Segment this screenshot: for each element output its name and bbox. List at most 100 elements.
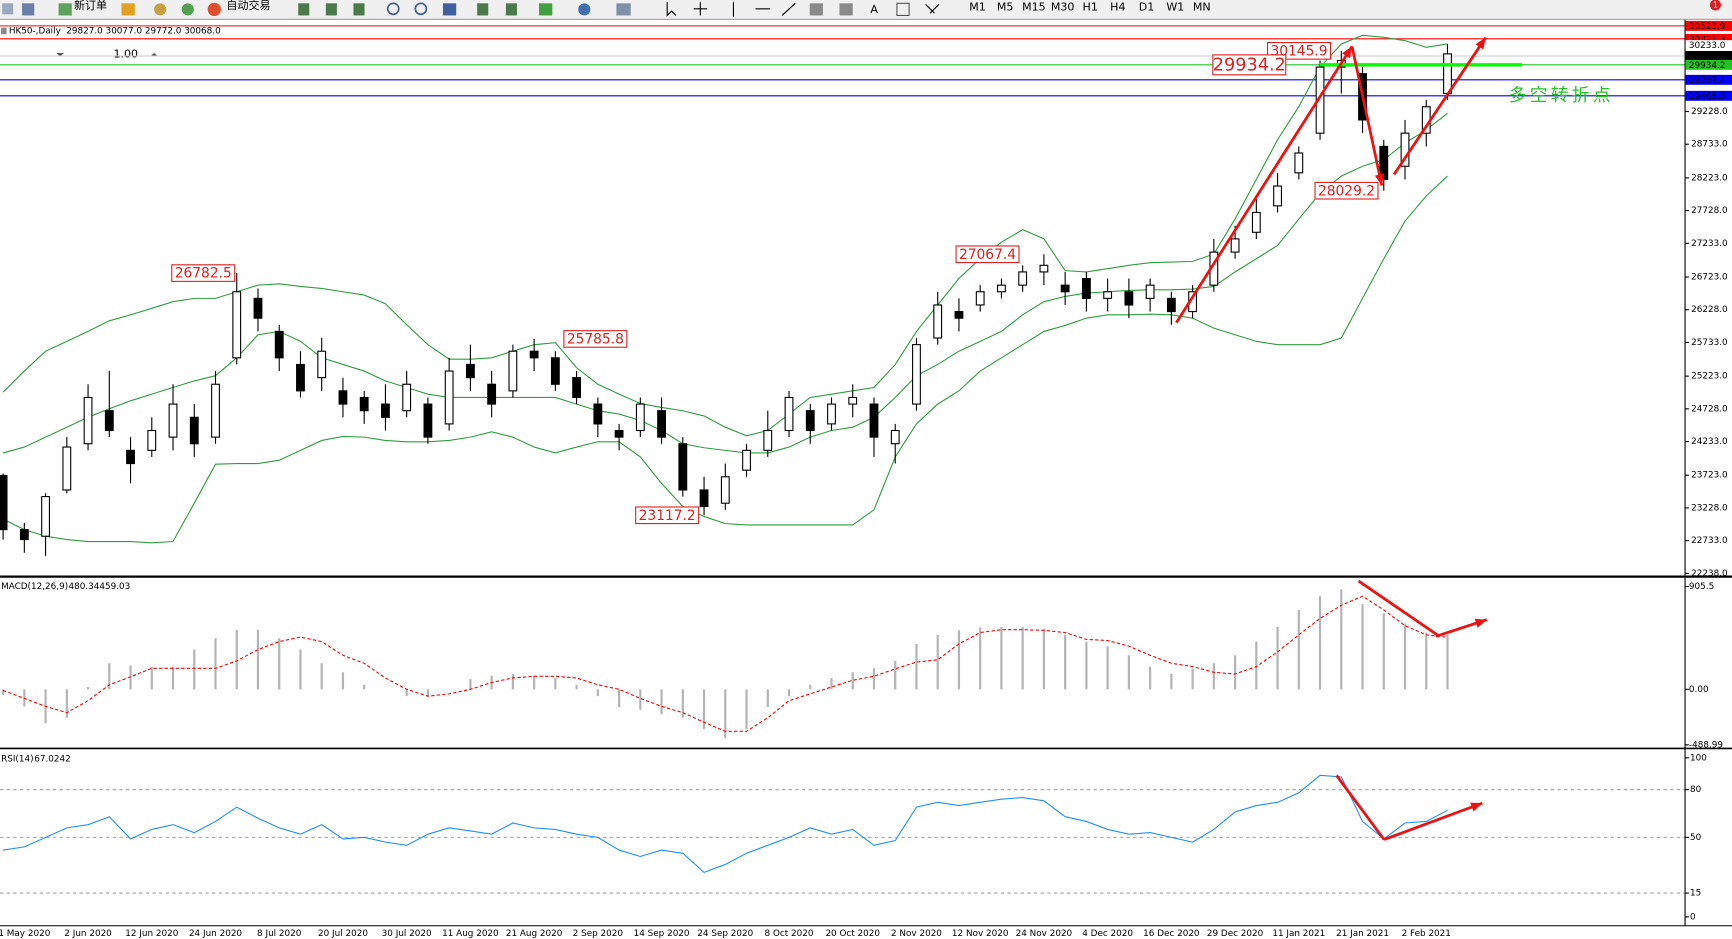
candle-body — [487, 383, 497, 405]
icon[interactable] — [477, 3, 489, 16]
timeframe-button[interactable]: W1 — [1166, 1, 1184, 14]
candle-body — [593, 403, 603, 425]
y-tick-label: 15 — [1690, 889, 1701, 899]
price-annotation-box — [1314, 181, 1379, 200]
icon[interactable] — [442, 3, 457, 16]
x-tick-label: 20 Jul 2020 — [318, 929, 368, 939]
timeframe-button[interactable]: D1 — [1139, 1, 1155, 14]
x-tick-label: 24 Jun 2020 — [189, 929, 242, 939]
candle-body — [720, 476, 730, 504]
toolbar — [0, 0, 1732, 19]
x-tick-label: 30 Jul 2020 — [382, 929, 432, 939]
icon[interactable] — [578, 3, 591, 16]
icon[interactable] — [839, 3, 853, 16]
icon[interactable] — [809, 3, 823, 16]
candle-body — [253, 297, 263, 319]
icon[interactable] — [925, 4, 940, 14]
sell-label[interactable]: SELL — [11, 48, 38, 61]
price-level-badge — [1685, 40, 1732, 51]
icon[interactable] — [298, 3, 310, 16]
x-tick-label: 21 Jan 2021 — [1336, 929, 1389, 939]
candle-body — [784, 396, 794, 432]
candle-body — [1230, 238, 1240, 253]
candle-body — [274, 330, 284, 359]
candle-body — [848, 396, 858, 405]
x-tick-label: 1 May 2020 — [0, 929, 51, 939]
icon[interactable] — [22, 3, 35, 16]
candle-body — [1443, 53, 1452, 95]
icon[interactable] — [781, 2, 796, 16]
candle-body — [742, 449, 751, 471]
icon[interactable] — [325, 3, 337, 16]
new-order-label[interactable]: 新订单 — [74, 0, 107, 12]
candle-body — [508, 350, 518, 392]
timeframe-button[interactable]: H1 — [1083, 1, 1098, 14]
icon[interactable] — [181, 3, 194, 16]
y-tick-label: 23723.0 — [1691, 471, 1728, 481]
timeframe-button[interactable]: M5 — [997, 1, 1014, 14]
y-tick-label: 100 — [1690, 753, 1707, 763]
candle-body — [1251, 211, 1261, 233]
icon[interactable] — [353, 3, 365, 16]
candle-body — [1294, 152, 1304, 174]
icon[interactable] — [539, 3, 553, 16]
candle-body — [1103, 291, 1113, 299]
icon[interactable] — [2, 3, 14, 15]
drawn-arrow — [1383, 801, 1483, 841]
candle-body — [317, 350, 327, 379]
y-tick-label: 50 — [1690, 833, 1702, 843]
price-annotation-box — [171, 264, 236, 282]
price-level-label: 30327.3 — [1689, 35, 1726, 45]
candle-body — [1124, 291, 1134, 306]
x-tick-label: 2 Sep 2020 — [573, 929, 624, 939]
candle-body — [763, 429, 773, 451]
auto-trading-label[interactable]: 自动交易 — [226, 0, 270, 12]
x-tick-label: 8 Oct 2020 — [765, 929, 814, 939]
timeframe-button[interactable]: M30 — [1051, 1, 1075, 14]
timeframe-button[interactable]: H4 — [1110, 1, 1125, 14]
timeframe-button[interactable]: MN — [1193, 1, 1211, 14]
candle-body — [635, 403, 645, 432]
timeframe-button[interactable]: M1 — [969, 1, 986, 14]
y-tick-label: 28733.0 — [1691, 140, 1728, 150]
icon[interactable] — [154, 3, 167, 16]
lot-size[interactable]: 1.00 — [114, 48, 139, 61]
buy-label[interactable]: BUY — [180, 48, 203, 61]
candle-body — [189, 416, 199, 445]
candle-body — [805, 410, 815, 432]
macd-signal-value: 459.03 — [99, 582, 130, 592]
icon[interactable] — [414, 2, 428, 16]
icon[interactable] — [693, 2, 707, 16]
x-tick-label: 12 Jun 2020 — [125, 929, 178, 939]
notification-badge[interactable] — [1709, 0, 1721, 11]
buy-price-frac: .5 — [161, 71, 186, 102]
icon[interactable] — [505, 3, 517, 16]
icon[interactable] — [386, 2, 400, 16]
icon[interactable] — [896, 2, 910, 17]
price-annotation-box — [635, 506, 700, 525]
arrow-head — [1474, 618, 1487, 628]
icon[interactable] — [58, 3, 72, 16]
price-level-badge — [1685, 20, 1732, 31]
arrow-head — [1342, 46, 1353, 59]
price-annotation: 23117.2 — [639, 508, 696, 524]
icon[interactable]: A — [870, 3, 878, 16]
candle-body — [997, 284, 1006, 293]
icon[interactable] — [666, 2, 677, 17]
candle-body — [1081, 277, 1091, 299]
price-annotation-box — [563, 330, 628, 348]
icon[interactable] — [121, 3, 135, 16]
y-tick-label: 28223.0 — [1691, 173, 1728, 183]
x-tick-label: 11 Jan 2021 — [1272, 929, 1325, 939]
rsi-line — [3, 774, 1448, 874]
x-tick-label: 16 Dec 2020 — [1143, 929, 1200, 939]
candle-body — [381, 403, 390, 418]
notification-count: 1 — [1713, 1, 1718, 10]
timeframe-button[interactable]: M15 — [1022, 1, 1046, 14]
icon[interactable] — [616, 3, 631, 16]
x-tick-label: 2 Feb 2021 — [1402, 929, 1451, 939]
icon[interactable] — [207, 2, 221, 17]
candle-body — [465, 363, 475, 379]
ohlc-values: 29827.0 30077.0 29772.0 30068.0 — [66, 26, 221, 36]
